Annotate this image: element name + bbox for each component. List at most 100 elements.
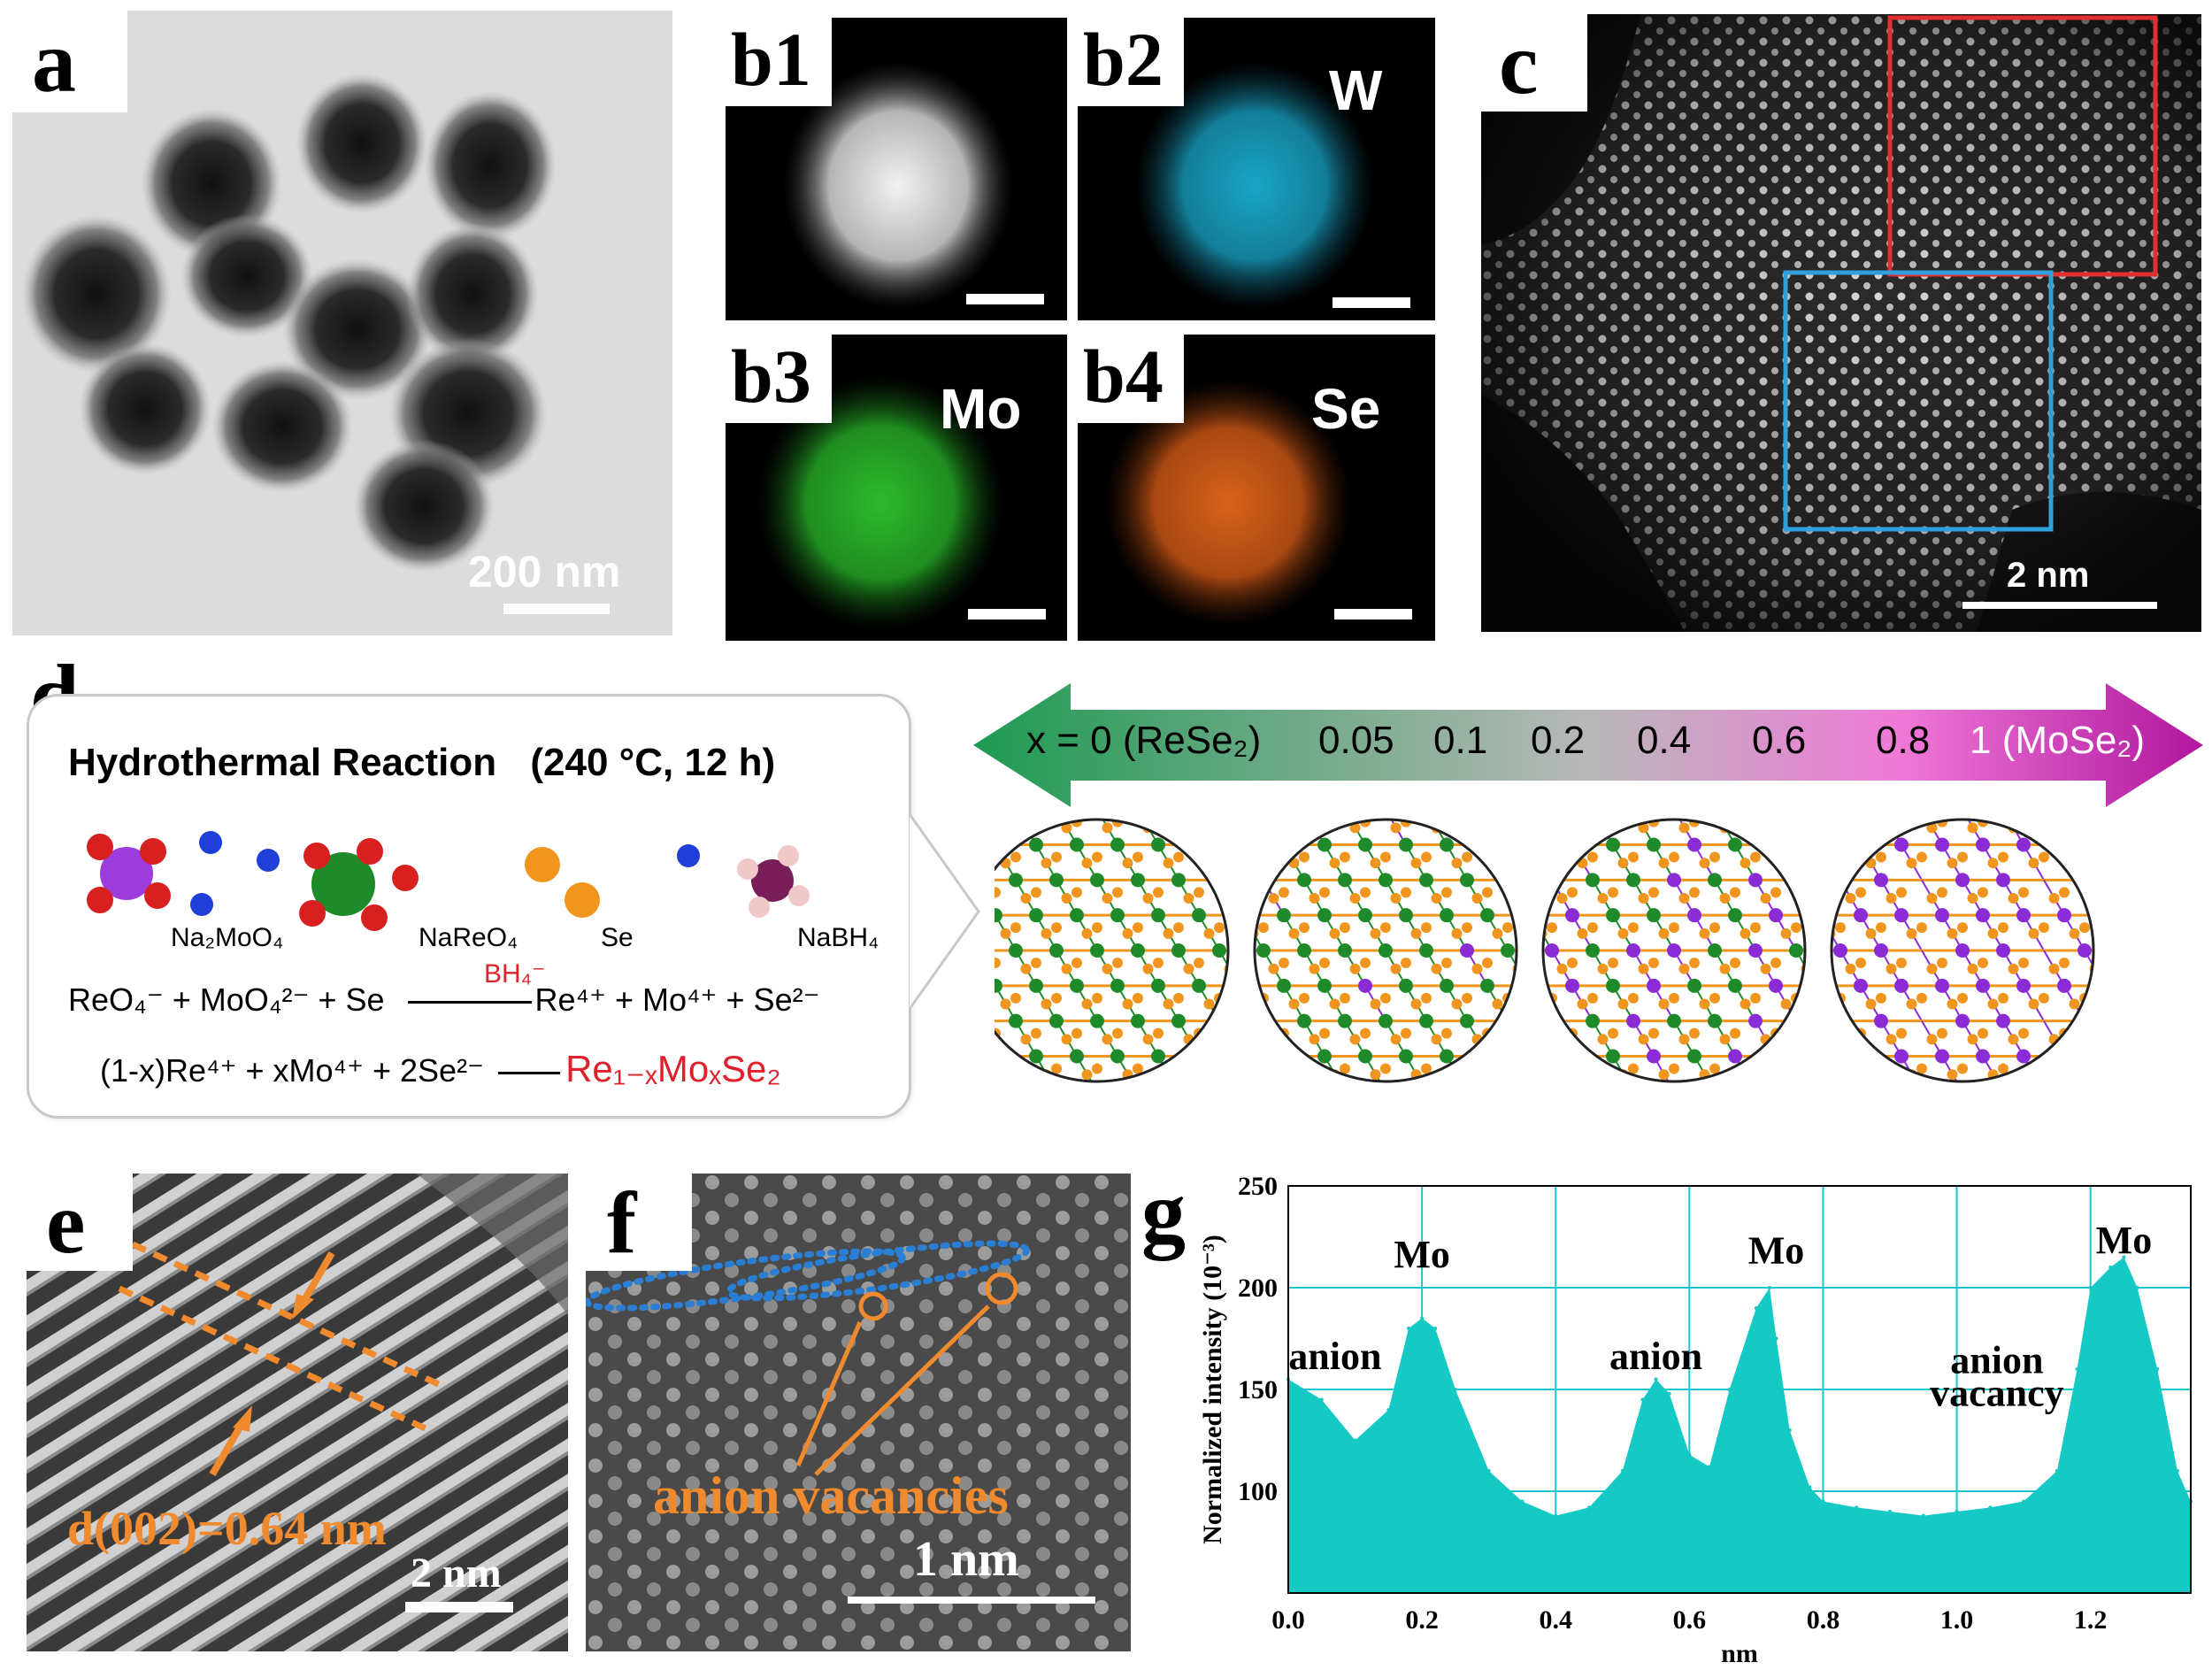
gradient-label-005: 0.05 [1318,719,1394,762]
panel-b4-particle [1104,379,1352,627]
panel-c-blue-box [1783,270,2054,532]
intensity-point [1988,1505,1993,1510]
intensity-point [2022,1499,2026,1504]
reaction-title: Hydrothermal Reaction (240 °C, 12 h) [68,741,775,785]
intensity-point [1754,1306,1758,1310]
panel-a-tem-image: a 200 nm [12,11,672,635]
intensity-point [1654,1377,1658,1381]
panel-b1-label: b1 [726,18,832,106]
eq1-arrow [407,1000,532,1004]
panel-b2-scale-bar [1333,297,1410,308]
y-axis-label: Normalized intensity (10⁻³) [1198,1235,1227,1544]
intensity-point [1855,1505,1859,1510]
peak-annotation: anion [1288,1335,1381,1378]
reagent-label-na2moo4: Na₂MoO₄ [171,923,284,952]
reaction-conditions: (240 °C, 12 h) [530,741,776,784]
se-atoms [525,847,600,918]
peak-annotation: Mo [1748,1228,1805,1272]
panel-c-scale-bar [1962,602,2157,609]
intensity-point [2075,1367,2079,1371]
intensity-point [1433,1327,1438,1330]
intensity-point [2122,1255,2126,1259]
peak-annotation: Mo [2096,1219,2153,1262]
panel-f-scale-bar [848,1597,1095,1604]
panel-g-label: g [1141,1163,1186,1261]
peak-annotation: anion [1609,1335,1702,1378]
panel-b1-scale-bar [966,294,1044,304]
x-tick-label: 0.0 [1271,1605,1305,1635]
intensity-point [1955,1510,1959,1513]
x-tick-label: 1.2 [2074,1605,2108,1635]
gradient-labels: x = 0 (ReSe₂) 0.05 0.1 0.2 0.4 0.6 0.8 1… [1018,719,2150,772]
intensity-point [2108,1266,2113,1269]
eq1-left: ReO₄⁻ + MoO₄²⁻ + Se [68,981,385,1018]
equation-2: (1-x)Re⁴⁺ + xMo⁴⁺ + 2Se²⁻ Re₁₋ₓMoₓSe₂ [100,1047,781,1090]
lattice-circle-0 [995,818,1230,1083]
eq1-right: Re⁴⁺ + Mo⁴⁺ + Se²⁻ [534,981,820,1018]
panel-b3-mo-map: b3 Mo [726,335,1067,641]
reagent-molecules [87,831,810,931]
intensity-point [2175,1469,2179,1473]
intensity-point [1787,1428,1792,1432]
intensity-point [1821,1499,1825,1504]
panel-e-scale-label: 2 nm [411,1550,502,1597]
intensity-point [1687,1452,1692,1457]
na2moo4-molecule [87,831,222,916]
panel-a-particles [12,11,672,635]
gradient-label-02: 0.2 [1531,719,1586,762]
intensity-point [1319,1397,1324,1402]
panel-b3-scale-bar [968,609,1046,620]
intensity-point [1667,1391,1671,1396]
panel-b4-element: Se [1311,377,1381,441]
nareo4-molecule [257,838,419,931]
panel-b1-haadf: b1 [726,18,1067,320]
intensity-point [1727,1388,1732,1391]
intensity-point [1453,1388,1457,1391]
intensity-point [1708,1465,1711,1469]
intensity-area [1288,1257,2191,1593]
x-tick-label: 1.0 [1940,1605,1974,1635]
intensity-point [1620,1469,1624,1473]
peak-annotation: vacancy [1930,1371,2064,1414]
intensity-point [2135,1286,2139,1289]
nabh4-molecule [677,844,810,918]
y-tick-label: 150 [1238,1375,1278,1404]
y-tick-label: 200 [1238,1274,1278,1303]
intensity-chart: 0.0 0.2 0.4 0.6 0.8 1.0 1.2 100 150 200 250 anion Mo… [1198,1172,2193,1664]
x-axis-label: nm [1721,1639,1758,1664]
panel-b3-element: Mo [940,377,1022,441]
lattice-circle-3 [1830,818,2095,1083]
panel-c-label: c [1481,14,1587,112]
panel-e-hrtem: e d(002)=0.64 nm 2 nm [27,1174,568,1651]
intensity-point [1808,1485,1812,1489]
x-tick-label: 0.6 [1673,1605,1707,1635]
intensity-point [1386,1408,1391,1412]
panel-f-label: f [586,1174,692,1271]
intensity-point [1774,1336,1778,1341]
gradient-label-08: 0.8 [1876,719,1931,762]
composition-gradient-arrow [973,683,2203,807]
panel-f-scale-label: 1 nm [913,1532,1019,1587]
x-tick-label: 0.2 [1405,1605,1439,1635]
reaction-box: Hydrothermal Reaction (240 °C, 12 h) [27,694,911,1119]
lattice-circles [995,818,2095,1083]
gradient-label-04: 0.4 [1637,719,1692,762]
gradient-label-1: 1 (MoSe₂) [1970,719,2146,762]
reagent-label-se: Se [601,923,634,952]
reagent-label-nareo4: NaReO₄ [419,923,518,952]
panel-b3-label: b3 [726,335,832,423]
panel-b2-w-map: b2 W [1078,18,1435,320]
eq2-product: Re₁₋ₓMoₓSe₂ [565,1048,781,1089]
intensity-point [1520,1499,1525,1504]
gradient-label-06: 0.6 [1752,719,1807,762]
panel-e-label: e [27,1174,133,1271]
intensity-point [1353,1438,1357,1443]
intensity-point [1768,1286,1771,1289]
gradient-label-0: x = 0 (ReSe₂) [1026,719,1262,762]
panel-f-stem: f anion vacancies 1 nm [586,1174,1131,1651]
panel-c-lattice [1481,14,2201,632]
x-tick-label: 0.8 [1807,1605,1839,1635]
intensity-point [1407,1327,1410,1330]
y-tick-label: 250 [1238,1172,1278,1201]
intensity-point [2055,1469,2059,1473]
